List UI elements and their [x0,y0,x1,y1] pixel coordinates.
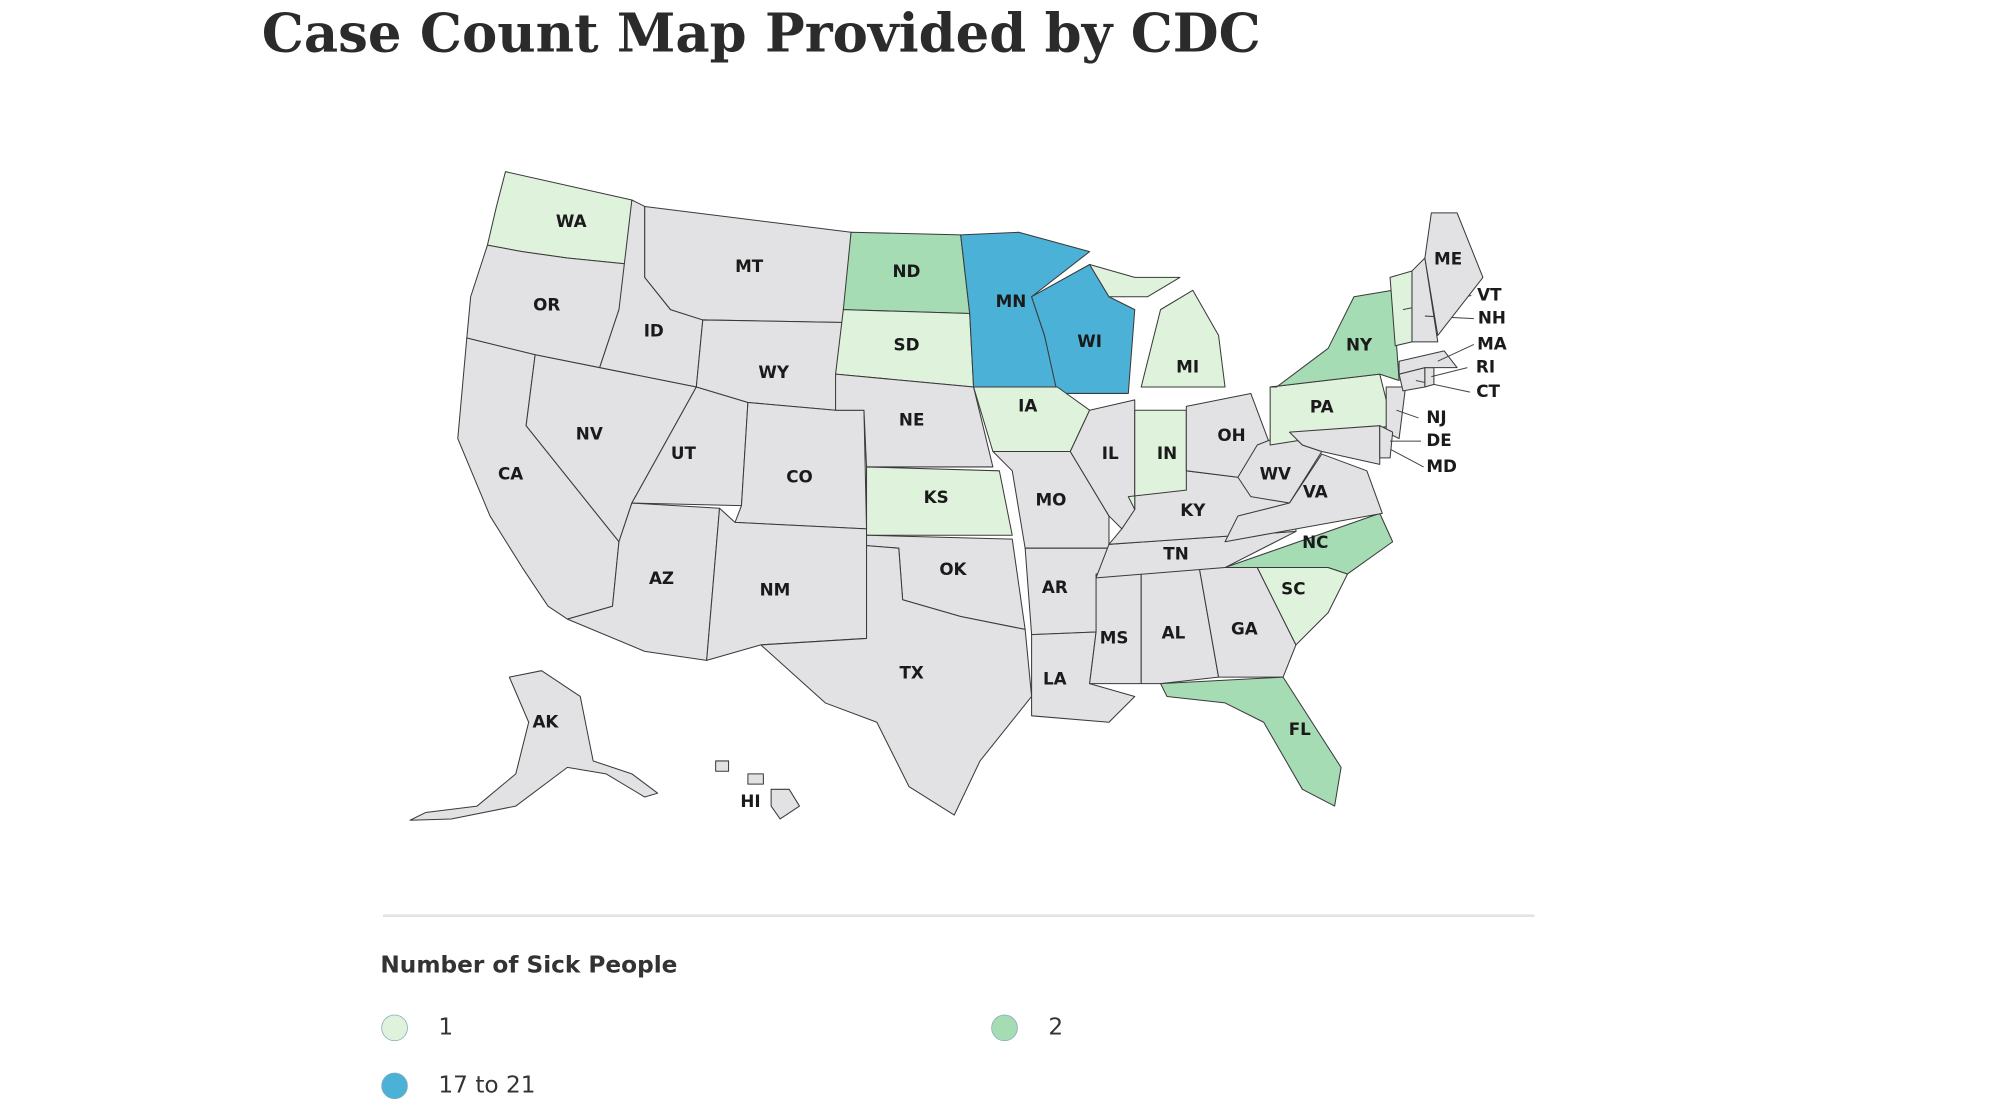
legend-title: Number of Sick People [380,951,677,978]
state-label: SC [1281,578,1305,598]
legend-swatch [991,1014,1018,1042]
state-label: NE [899,410,924,430]
legend-label: 2 [1048,1013,1063,1040]
state-label: OK [939,559,967,579]
state-shape [1127,409,1187,511]
state-label: OR [533,295,560,315]
state-label: NH [1478,308,1506,328]
state-label: MO [1035,489,1066,509]
state-shape [1140,289,1226,388]
state-shape [760,545,1033,816]
state-label: FL [1289,719,1311,739]
legend-label: 17 to 21 [438,1071,535,1098]
state-shape [1424,367,1435,388]
legend-label: 1 [438,1013,453,1040]
state-label: VT [1477,284,1502,304]
leader-line [1396,409,1419,419]
state-label: MI [1176,357,1199,377]
state-label: HI [740,791,760,811]
state-label: WA [556,211,587,231]
state-label: OH [1217,425,1245,445]
state-shape [866,466,1013,536]
state-label: IN [1157,443,1177,463]
state-label: MN [996,291,1027,311]
state-label: KS [924,487,949,507]
state-label: MS [1100,627,1129,647]
state-label: VA [1303,482,1328,502]
state-label: MA [1477,333,1507,353]
state-label: TX [899,662,923,682]
state-shape [770,788,800,820]
state-label: NV [576,424,603,444]
state-label: IL [1102,443,1119,463]
state-label: ND [893,261,921,281]
state-shape [1160,676,1342,807]
state-label: RI [1476,357,1495,377]
legend: 1 2 17 to 21 [381,1013,1063,1100]
page-title: Case Count Map Provided by CDC [262,3,1261,65]
state-label: TN [1163,544,1188,564]
us-map: WA OR CA ID NV MT WY UT AZ CO NM ND SD NE KS OK TX MN WI IA… [409,171,1507,821]
state-label: WI [1077,331,1102,351]
state-label: WY [758,362,789,382]
state-shape [1398,350,1458,375]
state-label: AZ [649,568,674,588]
leader-line [1437,343,1475,362]
state-shape [409,670,659,821]
state-shape [1089,263,1181,298]
state-shape [1385,386,1407,440]
state-label: CT [1476,381,1500,401]
state-label: SD [894,335,920,355]
state-shape [1411,257,1439,343]
state-label: AR [1042,577,1068,597]
state-label: UT [671,443,697,463]
state-label: AL [1162,622,1186,642]
legend-swatch [381,1072,408,1100]
state-label: WV [1260,464,1291,484]
state-label: DE [1426,430,1451,450]
state-label: LA [1043,669,1067,689]
state-shape [747,773,764,785]
state-label: AK [532,711,559,731]
state-label: NY [1346,335,1373,355]
state-label: CO [786,466,813,486]
state-label: NC [1302,532,1328,552]
state-label: MT [735,256,764,276]
state-label: CA [498,464,523,484]
state-shape [1379,425,1394,459]
state-shape [1288,425,1381,465]
state-label: ID [644,321,664,341]
state-label: ME [1434,248,1462,268]
state-shape [1069,399,1136,530]
state-label: NJ [1426,407,1446,427]
state-label: PA [1310,397,1334,417]
state-shape [715,760,730,772]
state-shape [1224,453,1383,543]
state-label: IA [1018,395,1037,415]
state-shape [1424,212,1484,336]
legend-swatch [381,1014,408,1042]
state-label: MD [1426,456,1457,476]
state-label: KY [1180,500,1206,520]
state-label: NM [760,580,791,600]
leader-line [1431,367,1468,378]
state-shape [1269,289,1400,388]
state-label: GA [1231,618,1258,638]
